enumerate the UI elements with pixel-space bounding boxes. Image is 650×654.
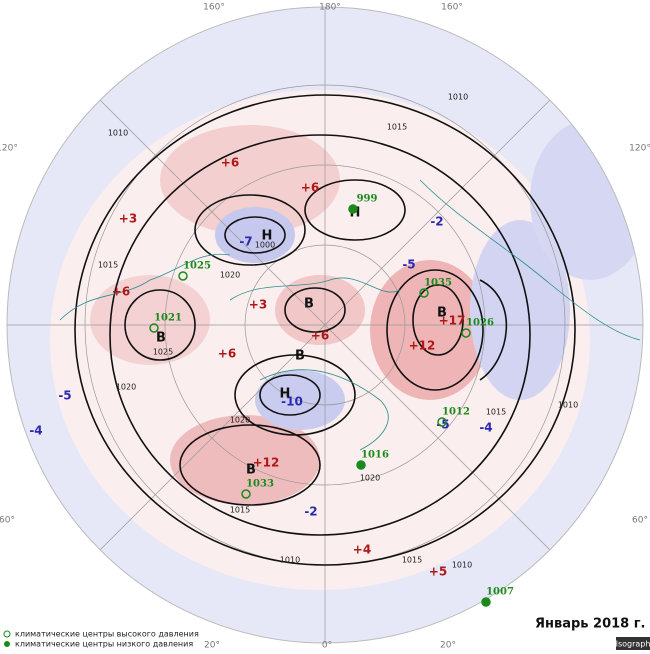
legend: климатические центры высокого давления к…: [3, 630, 199, 649]
anomaly-label: +6: [112, 285, 130, 299]
legend-low-icon: [4, 641, 10, 647]
climatic-center: [437, 417, 447, 427]
anomaly-label: +12: [253, 456, 280, 470]
pressure-center: В: [437, 306, 447, 321]
climatic-center-label: 1033: [246, 479, 274, 490]
anomaly-label: -4: [479, 421, 492, 435]
isobar-label: 1010: [558, 401, 578, 410]
longitude-label: 160°: [441, 3, 463, 13]
longitude-label: 160°: [203, 3, 225, 13]
longitude-label: 20°: [440, 641, 456, 651]
anomaly-label: +6: [221, 156, 239, 170]
isobar-label: 1000: [255, 241, 275, 250]
isobar-label: 1020: [360, 474, 380, 483]
anomaly-label: +4: [353, 543, 371, 557]
isobar-label: 1020: [116, 383, 136, 392]
climatic-center-label: 1012: [442, 407, 470, 418]
legend-text: климатические центры низкого давления: [15, 640, 193, 649]
climatic-center-label: 1035: [424, 278, 452, 289]
map-rim: [6, 6, 644, 644]
climatic-center: [481, 597, 491, 607]
anomaly-label: +3: [249, 298, 267, 312]
longitude-label: 120°: [629, 144, 650, 154]
anomaly-label: -2: [304, 505, 317, 519]
climatic-center: [461, 328, 471, 338]
climatic-center-label: 1026: [466, 318, 494, 329]
anomaly-label: -7: [239, 235, 252, 249]
pressure-center: В: [295, 349, 305, 364]
isobar-label: 1025: [153, 348, 173, 357]
isobar-label: 1020: [230, 416, 250, 425]
watermark: Isograph: [616, 640, 650, 649]
anomaly-label: +6: [218, 347, 236, 361]
anomaly-label: -5: [402, 258, 415, 272]
climatic-center-label: 999: [357, 194, 378, 205]
legend-high-icon: [3, 630, 11, 638]
climatic-center: [348, 204, 358, 214]
longitude-label: 180°: [319, 3, 341, 13]
pressure-center: В: [156, 331, 166, 346]
isobar-label: 1015: [402, 556, 422, 565]
isobar-label: 1015: [387, 123, 407, 132]
anomaly-label: -10: [281, 395, 303, 409]
climatic-center-label: 1016: [361, 450, 389, 461]
isobar-label: 1010: [448, 93, 468, 102]
climatic-center: [178, 271, 188, 281]
longitude-label: 60°: [632, 516, 648, 526]
isobar-label: 1015: [230, 506, 250, 515]
pressure-center: Н: [262, 229, 273, 244]
climatic-center: [356, 460, 366, 470]
pressure-center: В: [304, 297, 314, 312]
anomaly-label: -5: [58, 389, 71, 403]
pressure-center: В: [246, 463, 256, 478]
pressure-center: Н: [280, 387, 291, 402]
anomaly-label: +6: [301, 181, 319, 195]
anomaly-label: +5: [429, 565, 447, 579]
isobar-label: 1010: [108, 129, 128, 138]
longitude-label: 20°: [204, 641, 220, 651]
climatic-center-label: 1025: [183, 261, 211, 272]
longitude-label: 120°: [0, 144, 18, 154]
isobar-label: 1015: [486, 408, 506, 417]
anomaly-label: -4: [29, 424, 42, 438]
anomaly-label: -2: [430, 215, 443, 229]
climatic-center-label: 1021: [154, 313, 182, 324]
isobar-label: 1015: [98, 261, 118, 270]
anomaly-label: +17: [439, 314, 466, 328]
climatic-center: [419, 288, 429, 298]
climatic-center: [241, 489, 251, 499]
anomaly-label: +12: [409, 339, 436, 353]
isobar-label: 1010: [280, 556, 300, 565]
map-title: Январь 2018 г.: [535, 617, 645, 632]
anomaly-label: +6: [311, 329, 329, 343]
climatic-center-label: 1007: [486, 587, 514, 598]
watermark-box: [616, 637, 650, 650]
legend-text: климатические центры высокого давления: [15, 630, 199, 639]
longitude-label: 0°: [322, 641, 332, 651]
climatic-center: [149, 323, 159, 333]
isobar-label: 1010: [452, 561, 472, 570]
anomaly-label: +3: [119, 212, 137, 226]
longitude-label: 60°: [0, 516, 15, 526]
isobar-label: 1020: [220, 271, 240, 280]
